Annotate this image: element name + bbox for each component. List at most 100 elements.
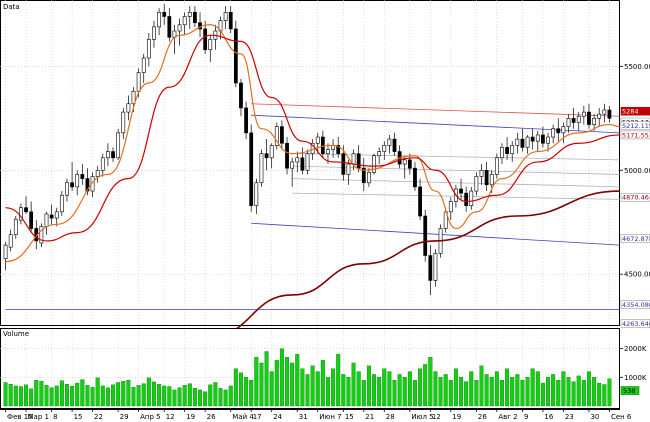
candle-body-down bbox=[407, 159, 412, 169]
candle-body-up bbox=[65, 182, 69, 196]
candle bbox=[433, 249, 438, 287]
volume-bar bbox=[453, 368, 458, 407]
price-tag-label: 5212.1192 bbox=[622, 122, 650, 130]
candle-body-down bbox=[336, 145, 341, 154]
candle-body-down bbox=[228, 12, 233, 30]
candle-body-down bbox=[244, 107, 248, 134]
volume-bar bbox=[346, 377, 351, 407]
candle-body-up bbox=[136, 72, 141, 92]
price-tag: 5212.1192 bbox=[620, 121, 650, 130]
candle bbox=[561, 122, 566, 144]
volume-bar bbox=[70, 386, 75, 407]
candle bbox=[356, 145, 361, 173]
x-tick-label: 15 bbox=[345, 413, 354, 421]
volume-bar bbox=[177, 387, 182, 407]
candle bbox=[249, 124, 254, 212]
volume-bar bbox=[305, 374, 310, 407]
volume-bar bbox=[377, 377, 382, 407]
price-tag: 4672.8784 bbox=[620, 234, 650, 243]
volume-bar bbox=[136, 385, 141, 407]
candle-body-up bbox=[367, 172, 371, 184]
candle bbox=[80, 164, 85, 185]
volume-bar bbox=[290, 362, 295, 407]
price-tag-box bbox=[620, 300, 650, 309]
candle bbox=[24, 196, 28, 214]
candle-body-down bbox=[361, 167, 366, 184]
volume-bar bbox=[151, 381, 156, 407]
volume-bar bbox=[433, 371, 438, 407]
candle bbox=[285, 137, 289, 175]
candle bbox=[146, 33, 151, 67]
volume-bar bbox=[285, 357, 290, 407]
candle bbox=[274, 122, 279, 150]
channel-bottom bbox=[251, 222, 620, 246]
volume-bar bbox=[218, 388, 223, 407]
candle bbox=[413, 161, 417, 192]
candle-body-up bbox=[346, 163, 351, 175]
volume-bar bbox=[407, 371, 412, 407]
volume-bar bbox=[100, 385, 105, 407]
volume-bar bbox=[351, 362, 356, 407]
volume-bar bbox=[187, 383, 192, 407]
price-tag-box bbox=[620, 234, 650, 243]
candle-body-up bbox=[474, 176, 479, 192]
long-ma bbox=[210, 190, 620, 338]
candle bbox=[597, 107, 602, 127]
candle-body-up bbox=[500, 147, 504, 159]
candle bbox=[367, 168, 371, 187]
price-tag: 4263.6400 bbox=[620, 319, 650, 328]
price-tag: 4870.46 bbox=[620, 193, 650, 202]
candle bbox=[392, 132, 397, 156]
volume-y-axis: 1000K 2000K bbox=[620, 345, 647, 382]
candle-body-up bbox=[126, 103, 131, 113]
volume-bar bbox=[586, 371, 591, 407]
candle-body-down bbox=[556, 128, 561, 134]
candle bbox=[239, 78, 243, 117]
candle bbox=[193, 6, 197, 27]
candle-body-up bbox=[223, 12, 228, 21]
candle bbox=[280, 120, 284, 150]
candle bbox=[361, 157, 366, 192]
candle-body-down bbox=[459, 188, 463, 194]
candle-body-up bbox=[59, 194, 64, 213]
candle bbox=[587, 103, 591, 129]
candle bbox=[100, 153, 105, 177]
x-tick-label: 21 bbox=[365, 413, 374, 421]
candle-body-up bbox=[448, 201, 453, 213]
candle-body-down bbox=[24, 207, 28, 213]
volume-bar bbox=[105, 387, 110, 407]
volume-bar bbox=[489, 377, 494, 407]
candle bbox=[576, 112, 581, 131]
candle-body-up bbox=[387, 138, 392, 146]
x-tick-label: 17 bbox=[253, 413, 262, 421]
volume-bar bbox=[259, 362, 264, 407]
fast-ma bbox=[5, 24, 620, 263]
candle bbox=[566, 114, 571, 133]
volume-bar bbox=[13, 385, 18, 407]
candle-body-up bbox=[326, 149, 330, 154]
candle-body-up bbox=[274, 126, 279, 146]
volume-bar bbox=[198, 389, 203, 407]
candle-body-down bbox=[29, 211, 34, 229]
slow-ma bbox=[5, 34, 620, 242]
volume-bar bbox=[24, 384, 29, 407]
candle-body-up bbox=[13, 218, 18, 236]
x-tick-label: 24 bbox=[273, 413, 282, 421]
volume-bar bbox=[95, 377, 100, 407]
candle-body-up bbox=[597, 113, 602, 119]
candle-body-up bbox=[469, 190, 474, 206]
candle bbox=[592, 114, 596, 131]
price-tag-label: 4263.6400 bbox=[622, 320, 650, 328]
x-tick-label: 12 bbox=[166, 413, 175, 421]
volume-bar bbox=[203, 391, 208, 407]
x-tick-label: 31 bbox=[299, 413, 308, 421]
candle bbox=[494, 153, 499, 179]
x-tick-label: 30 bbox=[590, 413, 599, 421]
candle bbox=[541, 126, 545, 148]
candle bbox=[8, 229, 13, 252]
price-tags: 52845233.135212.11925171.554870.464672.8… bbox=[620, 106, 650, 328]
x-tick-label: 15 bbox=[74, 413, 83, 421]
candle-body-up bbox=[295, 157, 300, 163]
volume-bar bbox=[469, 371, 474, 407]
